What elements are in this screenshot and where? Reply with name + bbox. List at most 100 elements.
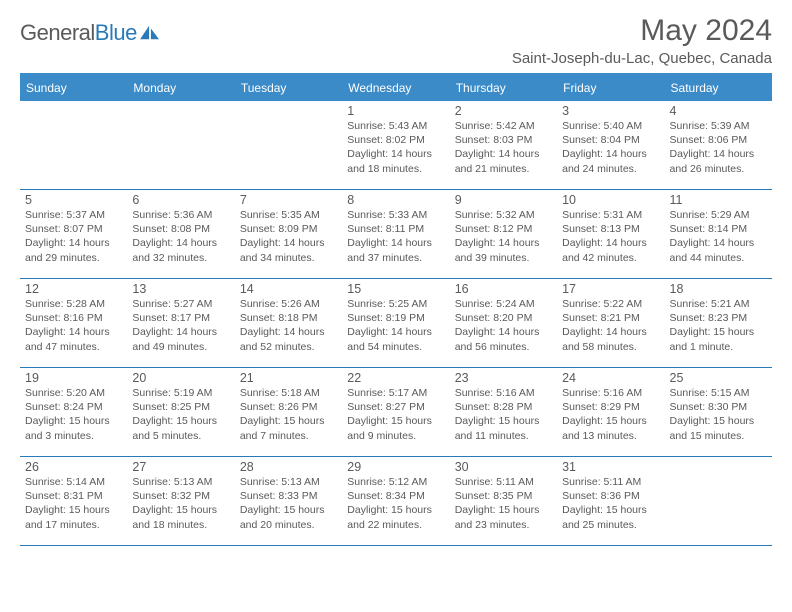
- sunrise-text: Sunrise: 5:26 AM: [240, 297, 337, 311]
- calendar-body: 1Sunrise: 5:43 AMSunset: 8:02 PMDaylight…: [20, 101, 772, 546]
- day-number: 9: [455, 193, 552, 207]
- daylight-text: Daylight: 14 hours and 32 minutes.: [132, 236, 229, 264]
- sunrise-text: Sunrise: 5:31 AM: [562, 208, 659, 222]
- sunset-text: Sunset: 8:03 PM: [455, 133, 552, 147]
- sunrise-text: Sunrise: 5:18 AM: [240, 386, 337, 400]
- day-info: Sunrise: 5:13 AMSunset: 8:33 PMDaylight:…: [240, 475, 337, 532]
- sunrise-text: Sunrise: 5:36 AM: [132, 208, 229, 222]
- daylight-text: Daylight: 15 hours and 3 minutes.: [25, 414, 122, 442]
- day-number: 31: [562, 460, 659, 474]
- sunset-text: Sunset: 8:04 PM: [562, 133, 659, 147]
- weekday-header: Sunday Monday Tuesday Wednesday Thursday…: [20, 76, 772, 101]
- sunrise-text: Sunrise: 5:35 AM: [240, 208, 337, 222]
- daylight-text: Daylight: 15 hours and 23 minutes.: [455, 503, 552, 531]
- brand-part1: General: [20, 20, 95, 45]
- sunrise-text: Sunrise: 5:11 AM: [562, 475, 659, 489]
- daylight-text: Daylight: 14 hours and 54 minutes.: [347, 325, 444, 353]
- sunset-text: Sunset: 8:25 PM: [132, 400, 229, 414]
- daylight-text: Daylight: 14 hours and 42 minutes.: [562, 236, 659, 264]
- day-info: Sunrise: 5:31 AMSunset: 8:13 PMDaylight:…: [562, 208, 659, 265]
- sunset-text: Sunset: 8:27 PM: [347, 400, 444, 414]
- day-info: Sunrise: 5:25 AMSunset: 8:19 PMDaylight:…: [347, 297, 444, 354]
- brand-logo: GeneralBlue: [20, 20, 161, 46]
- calendar-cell: 22Sunrise: 5:17 AMSunset: 8:27 PMDayligh…: [342, 368, 449, 456]
- daylight-text: Daylight: 14 hours and 24 minutes.: [562, 147, 659, 175]
- day-number: 24: [562, 371, 659, 385]
- day-info: Sunrise: 5:22 AMSunset: 8:21 PMDaylight:…: [562, 297, 659, 354]
- day-number: 26: [25, 460, 122, 474]
- day-number: 27: [132, 460, 229, 474]
- day-number: 2: [455, 104, 552, 118]
- day-number: 7: [240, 193, 337, 207]
- sunrise-text: Sunrise: 5:16 AM: [562, 386, 659, 400]
- calendar-week: 1Sunrise: 5:43 AMSunset: 8:02 PMDaylight…: [20, 101, 772, 190]
- sunset-text: Sunset: 8:34 PM: [347, 489, 444, 503]
- day-number: 4: [670, 104, 767, 118]
- calendar-cell: 11Sunrise: 5:29 AMSunset: 8:14 PMDayligh…: [665, 190, 772, 278]
- sunrise-text: Sunrise: 5:17 AM: [347, 386, 444, 400]
- day-info: Sunrise: 5:13 AMSunset: 8:32 PMDaylight:…: [132, 475, 229, 532]
- sunrise-text: Sunrise: 5:12 AM: [347, 475, 444, 489]
- sunset-text: Sunset: 8:21 PM: [562, 311, 659, 325]
- day-info: Sunrise: 5:16 AMSunset: 8:29 PMDaylight:…: [562, 386, 659, 443]
- day-info: Sunrise: 5:29 AMSunset: 8:14 PMDaylight:…: [670, 208, 767, 265]
- sunset-text: Sunset: 8:08 PM: [132, 222, 229, 236]
- day-info: Sunrise: 5:15 AMSunset: 8:30 PMDaylight:…: [670, 386, 767, 443]
- daylight-text: Daylight: 15 hours and 1 minute.: [670, 325, 767, 353]
- calendar-week: 26Sunrise: 5:14 AMSunset: 8:31 PMDayligh…: [20, 457, 772, 546]
- calendar-cell: 7Sunrise: 5:35 AMSunset: 8:09 PMDaylight…: [235, 190, 342, 278]
- day-number: 8: [347, 193, 444, 207]
- sunrise-text: Sunrise: 5:39 AM: [670, 119, 767, 133]
- calendar-cell: 6Sunrise: 5:36 AMSunset: 8:08 PMDaylight…: [127, 190, 234, 278]
- weekday-fri: Friday: [557, 76, 664, 101]
- sunset-text: Sunset: 8:36 PM: [562, 489, 659, 503]
- calendar-cell: 29Sunrise: 5:12 AMSunset: 8:34 PMDayligh…: [342, 457, 449, 545]
- day-info: Sunrise: 5:11 AMSunset: 8:36 PMDaylight:…: [562, 475, 659, 532]
- sunset-text: Sunset: 8:18 PM: [240, 311, 337, 325]
- calendar-cell: 28Sunrise: 5:13 AMSunset: 8:33 PMDayligh…: [235, 457, 342, 545]
- day-info: Sunrise: 5:43 AMSunset: 8:02 PMDaylight:…: [347, 119, 444, 176]
- calendar-cell: 12Sunrise: 5:28 AMSunset: 8:16 PMDayligh…: [20, 279, 127, 367]
- sunrise-text: Sunrise: 5:25 AM: [347, 297, 444, 311]
- day-number: 19: [25, 371, 122, 385]
- daylight-text: Daylight: 14 hours and 39 minutes.: [455, 236, 552, 264]
- calendar-cell: 15Sunrise: 5:25 AMSunset: 8:19 PMDayligh…: [342, 279, 449, 367]
- day-info: Sunrise: 5:12 AMSunset: 8:34 PMDaylight:…: [347, 475, 444, 532]
- calendar-cell: 19Sunrise: 5:20 AMSunset: 8:24 PMDayligh…: [20, 368, 127, 456]
- daylight-text: Daylight: 14 hours and 56 minutes.: [455, 325, 552, 353]
- day-info: Sunrise: 5:17 AMSunset: 8:27 PMDaylight:…: [347, 386, 444, 443]
- daylight-text: Daylight: 15 hours and 25 minutes.: [562, 503, 659, 531]
- daylight-text: Daylight: 15 hours and 15 minutes.: [670, 414, 767, 442]
- day-number: 6: [132, 193, 229, 207]
- sunrise-text: Sunrise: 5:22 AM: [562, 297, 659, 311]
- day-number: 5: [25, 193, 122, 207]
- sunset-text: Sunset: 8:12 PM: [455, 222, 552, 236]
- sunset-text: Sunset: 8:35 PM: [455, 489, 552, 503]
- daylight-text: Daylight: 14 hours and 18 minutes.: [347, 147, 444, 175]
- day-number: 1: [347, 104, 444, 118]
- day-number: 29: [347, 460, 444, 474]
- calendar-cell: 4Sunrise: 5:39 AMSunset: 8:06 PMDaylight…: [665, 101, 772, 189]
- daylight-text: Daylight: 15 hours and 20 minutes.: [240, 503, 337, 531]
- daylight-text: Daylight: 15 hours and 22 minutes.: [347, 503, 444, 531]
- day-info: Sunrise: 5:35 AMSunset: 8:09 PMDaylight:…: [240, 208, 337, 265]
- daylight-text: Daylight: 14 hours and 52 minutes.: [240, 325, 337, 353]
- sunrise-text: Sunrise: 5:21 AM: [670, 297, 767, 311]
- day-number: 10: [562, 193, 659, 207]
- calendar-cell: 17Sunrise: 5:22 AMSunset: 8:21 PMDayligh…: [557, 279, 664, 367]
- sunset-text: Sunset: 8:32 PM: [132, 489, 229, 503]
- weekday-mon: Monday: [127, 76, 234, 101]
- sunset-text: Sunset: 8:16 PM: [25, 311, 122, 325]
- calendar-cell: 16Sunrise: 5:24 AMSunset: 8:20 PMDayligh…: [450, 279, 557, 367]
- calendar-cell: 30Sunrise: 5:11 AMSunset: 8:35 PMDayligh…: [450, 457, 557, 545]
- calendar-cell: [127, 101, 234, 189]
- day-number: 25: [670, 371, 767, 385]
- day-info: Sunrise: 5:18 AMSunset: 8:26 PMDaylight:…: [240, 386, 337, 443]
- day-number: 23: [455, 371, 552, 385]
- sunset-text: Sunset: 8:26 PM: [240, 400, 337, 414]
- calendar: Sunday Monday Tuesday Wednesday Thursday…: [20, 73, 772, 546]
- sunrise-text: Sunrise: 5:16 AM: [455, 386, 552, 400]
- sunrise-text: Sunrise: 5:20 AM: [25, 386, 122, 400]
- daylight-text: Daylight: 15 hours and 9 minutes.: [347, 414, 444, 442]
- day-info: Sunrise: 5:21 AMSunset: 8:23 PMDaylight:…: [670, 297, 767, 354]
